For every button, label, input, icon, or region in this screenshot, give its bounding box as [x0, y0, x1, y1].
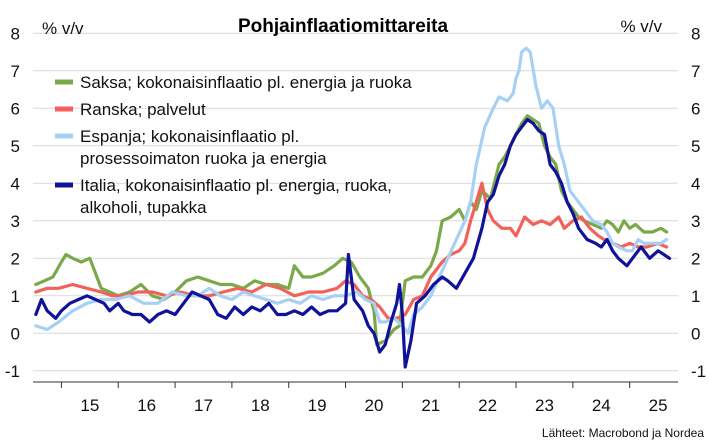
y-tick-left-3: 3	[11, 212, 20, 231]
x-tick-label-16: 16	[137, 396, 156, 415]
x-axis: 15 16 17 18 19 20 21 22 23 24 25	[33, 381, 678, 415]
x-tick-label-15: 15	[80, 396, 99, 415]
y-tick-left--1: -1	[5, 362, 20, 381]
x-tick-label-25: 25	[649, 396, 668, 415]
x-tick-label-17: 17	[194, 396, 213, 415]
y-tick-right-4: 4	[691, 174, 700, 193]
y-tick-right-5: 5	[691, 137, 700, 156]
x-tick-label-18: 18	[251, 396, 270, 415]
gridlines	[33, 32, 678, 372]
series-lines	[34, 46, 672, 369]
y-tick-right-1: 1	[691, 287, 700, 306]
legend-label-1: Saksa; kokonaisinflaatio pl. energia ja …	[80, 73, 412, 92]
legend-label-3-line2: prosessoimaton ruoka ja energia	[80, 149, 327, 168]
y-tick-left-1: 1	[11, 287, 20, 306]
y-axis-left: -1 0 1 2 3 4 5 6 7 8	[5, 24, 20, 381]
series-line-4	[34, 117, 672, 369]
y-axis-right: -1 0 1 2 3 4 5 6 7 8	[691, 24, 706, 381]
y-tick-left-7: 7	[11, 62, 20, 81]
y-tick-left-6: 6	[11, 99, 20, 118]
legend: Saksa; kokonaisinflaatio pl. energia ja …	[55, 73, 412, 217]
legend-label-4: Italia, kokonaisinflaatio pl. energia, r…	[80, 176, 392, 195]
y-tick-left-0: 0	[11, 324, 20, 343]
y-tick-left-5: 5	[11, 137, 20, 156]
y-tick-left-2: 2	[11, 249, 20, 268]
x-tick-label-22: 22	[478, 396, 497, 415]
y-tick-right-2: 2	[691, 249, 700, 268]
source-note: Lähteet: Macrobond ja Nordea	[542, 426, 704, 440]
y-tick-right-3: 3	[691, 212, 700, 231]
y-tick-right-7: 7	[691, 62, 700, 81]
x-tick-label-20: 20	[365, 396, 384, 415]
legend-label-4-line2: alkoholi, tupakka	[80, 198, 207, 217]
legend-label-3: Espanja; kokonaisinflaatio pl.	[80, 127, 299, 146]
x-tick-label-24: 24	[592, 396, 611, 415]
x-tick-label-19: 19	[308, 396, 327, 415]
legend-label-2: Ranska; palvelut	[80, 100, 206, 119]
y-tick-right--1: -1	[691, 362, 706, 381]
chart-title: Pohjainflaatiomittareita	[238, 16, 449, 37]
y-tick-left-8: 8	[11, 24, 20, 43]
y-tick-right-8: 8	[691, 24, 700, 43]
y-tick-right-6: 6	[691, 99, 700, 118]
y-axis-left-label: % v/v	[42, 19, 84, 38]
y-tick-left-4: 4	[11, 174, 20, 193]
x-tick-label-21: 21	[421, 396, 440, 415]
y-axis-right-label: % v/v	[620, 17, 662, 36]
y-tick-right-0: 0	[691, 324, 700, 343]
x-tick-label-23: 23	[535, 396, 554, 415]
